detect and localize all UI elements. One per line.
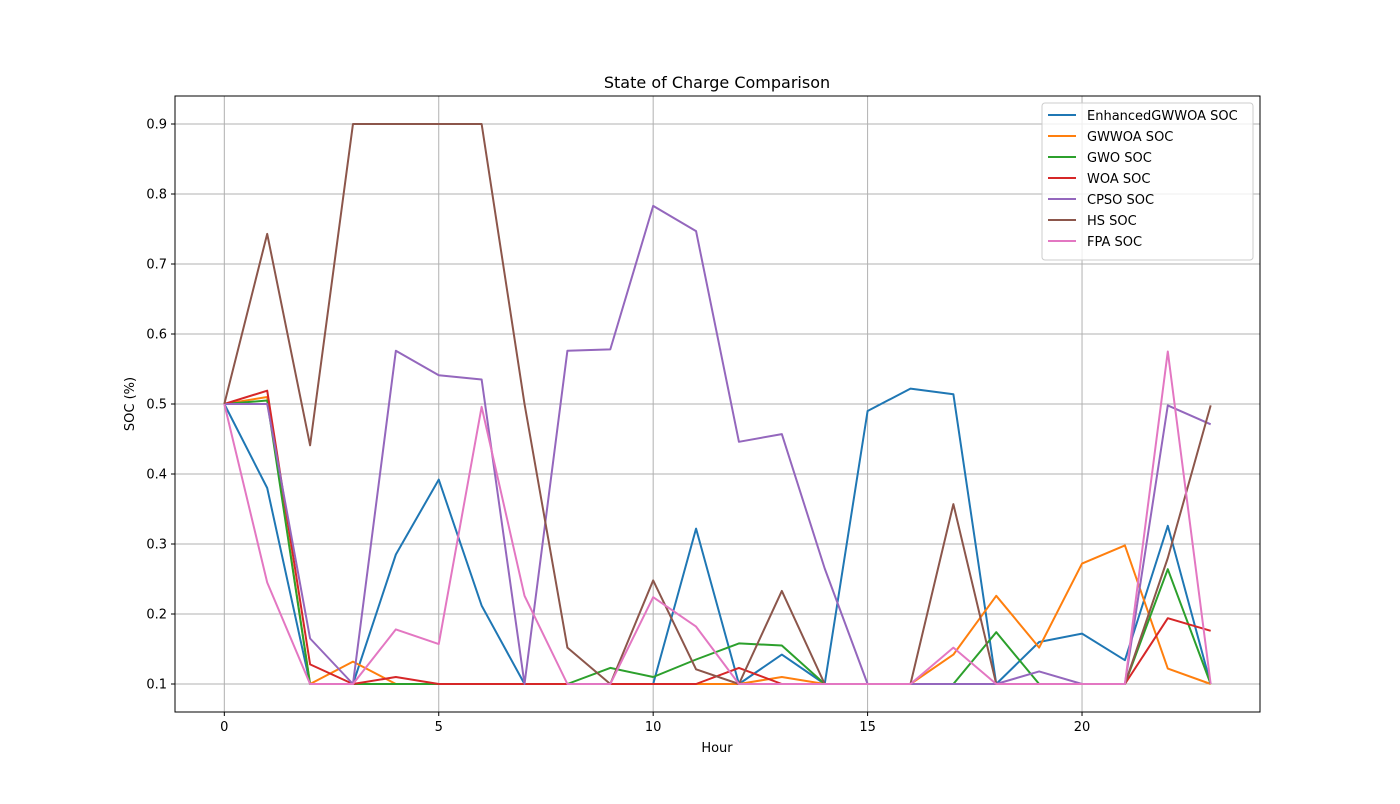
legend-label: WOA SOC [1087, 172, 1150, 187]
y-tick-label: 0.4 [146, 468, 167, 483]
series-line-0 [223, 387, 1212, 685]
y-tick-label: 0.5 [146, 398, 167, 413]
legend-label: FPA SOC [1087, 235, 1142, 250]
y-axis-label: SOC (%) [123, 377, 138, 431]
y-tick-label: 0.7 [146, 258, 167, 273]
series-line-4 [224, 204, 1212, 685]
y-tick-label: 0.8 [146, 188, 167, 203]
x-tick-label: 20 [1074, 720, 1091, 735]
legend-label: GWWOA SOC [1087, 130, 1173, 145]
y-tick-label: 0.3 [146, 538, 167, 553]
x-axis-label: Hour [701, 741, 733, 756]
y-tick-label: 0.6 [146, 328, 167, 343]
series-line-6 [223, 350, 1212, 685]
legend-label: CPSO SOC [1087, 193, 1154, 208]
legend-label: EnhancedGWWOA SOC [1087, 109, 1238, 124]
series-lines [223, 123, 1212, 685]
legend-box [1041, 102, 1254, 261]
x-tick-label: 10 [645, 720, 662, 735]
legend-label: GWO SOC [1087, 151, 1152, 166]
y-tick-label: 0.9 [146, 118, 167, 133]
legend: EnhancedGWWOA SOC GWWOA SOC GWO SOC WOA SOC… [1041, 102, 1254, 261]
x-tick-label: 15 [859, 720, 876, 735]
axes: 0 5 10 15 20 0.1 0.2 0.3 0.4 0.5 0.6 0.7 0.8 0.9 [146, 95, 1261, 735]
plot-frame [174, 95, 1261, 713]
y-tick-label: 0.2 [146, 608, 167, 623]
chart-title: State of Charge Comparison [604, 73, 830, 92]
y-tick-label: 0.1 [146, 678, 167, 693]
series-line-1 [224, 396, 1212, 685]
x-tick-label: 0 [220, 720, 228, 735]
x-tick-label: 5 [435, 720, 443, 735]
legend-label: HS SOC [1087, 214, 1137, 229]
